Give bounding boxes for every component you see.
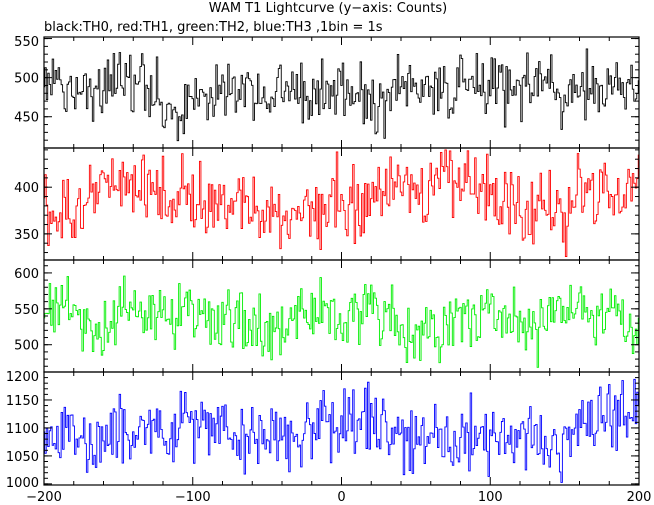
panel-th1: 350 400 xyxy=(14,147,640,261)
y-tick-label: 1200 xyxy=(6,370,39,385)
panels-group: 4505005503504005005506001000105011001150… xyxy=(6,35,652,505)
panel-frame xyxy=(43,147,640,261)
x-tick-label: −200 xyxy=(26,490,62,505)
y-tick-label: 400 xyxy=(14,181,39,196)
series-line-th2 xyxy=(44,275,639,368)
y-tick-label: 1150 xyxy=(6,394,39,409)
chart-title: WAM T1 Lightcurve (y−axis: Counts) xyxy=(209,1,447,16)
y-tick-label: 450 xyxy=(14,111,39,126)
panel-th2: 500 550 600 xyxy=(14,259,640,373)
chart-subtitle: black:TH0, red:TH1, green:TH2, blue:TH3 … xyxy=(44,20,383,35)
y-tick-label: 600 xyxy=(14,267,39,282)
y-tick-label: 500 xyxy=(14,72,39,87)
y-tick-label: 500 xyxy=(14,339,39,354)
x-tick-label: 100 xyxy=(478,490,503,505)
y-tick-label: 550 xyxy=(14,303,39,318)
y-tick-label: 1050 xyxy=(6,450,39,465)
y-tick-label: 550 xyxy=(14,35,39,50)
x-tick-label: 0 xyxy=(337,490,345,505)
series-line-th0 xyxy=(44,48,639,142)
y-tick-label: 350 xyxy=(14,228,39,243)
panel-frame xyxy=(43,371,640,486)
series-line-th3 xyxy=(44,378,639,483)
x-tick-label: −100 xyxy=(175,490,211,505)
panel-frame xyxy=(43,36,640,149)
x-tick-label: 200 xyxy=(627,490,652,505)
panel-th0: 450 500 550 xyxy=(14,35,640,149)
y-tick-label: 1100 xyxy=(6,422,39,437)
panel-frame xyxy=(43,259,640,373)
panel-th3: 1000 1050 1100 1150 1200 xyxy=(6,370,640,491)
y-tick-label: 1000 xyxy=(6,476,39,491)
series-line-th1 xyxy=(44,149,639,257)
